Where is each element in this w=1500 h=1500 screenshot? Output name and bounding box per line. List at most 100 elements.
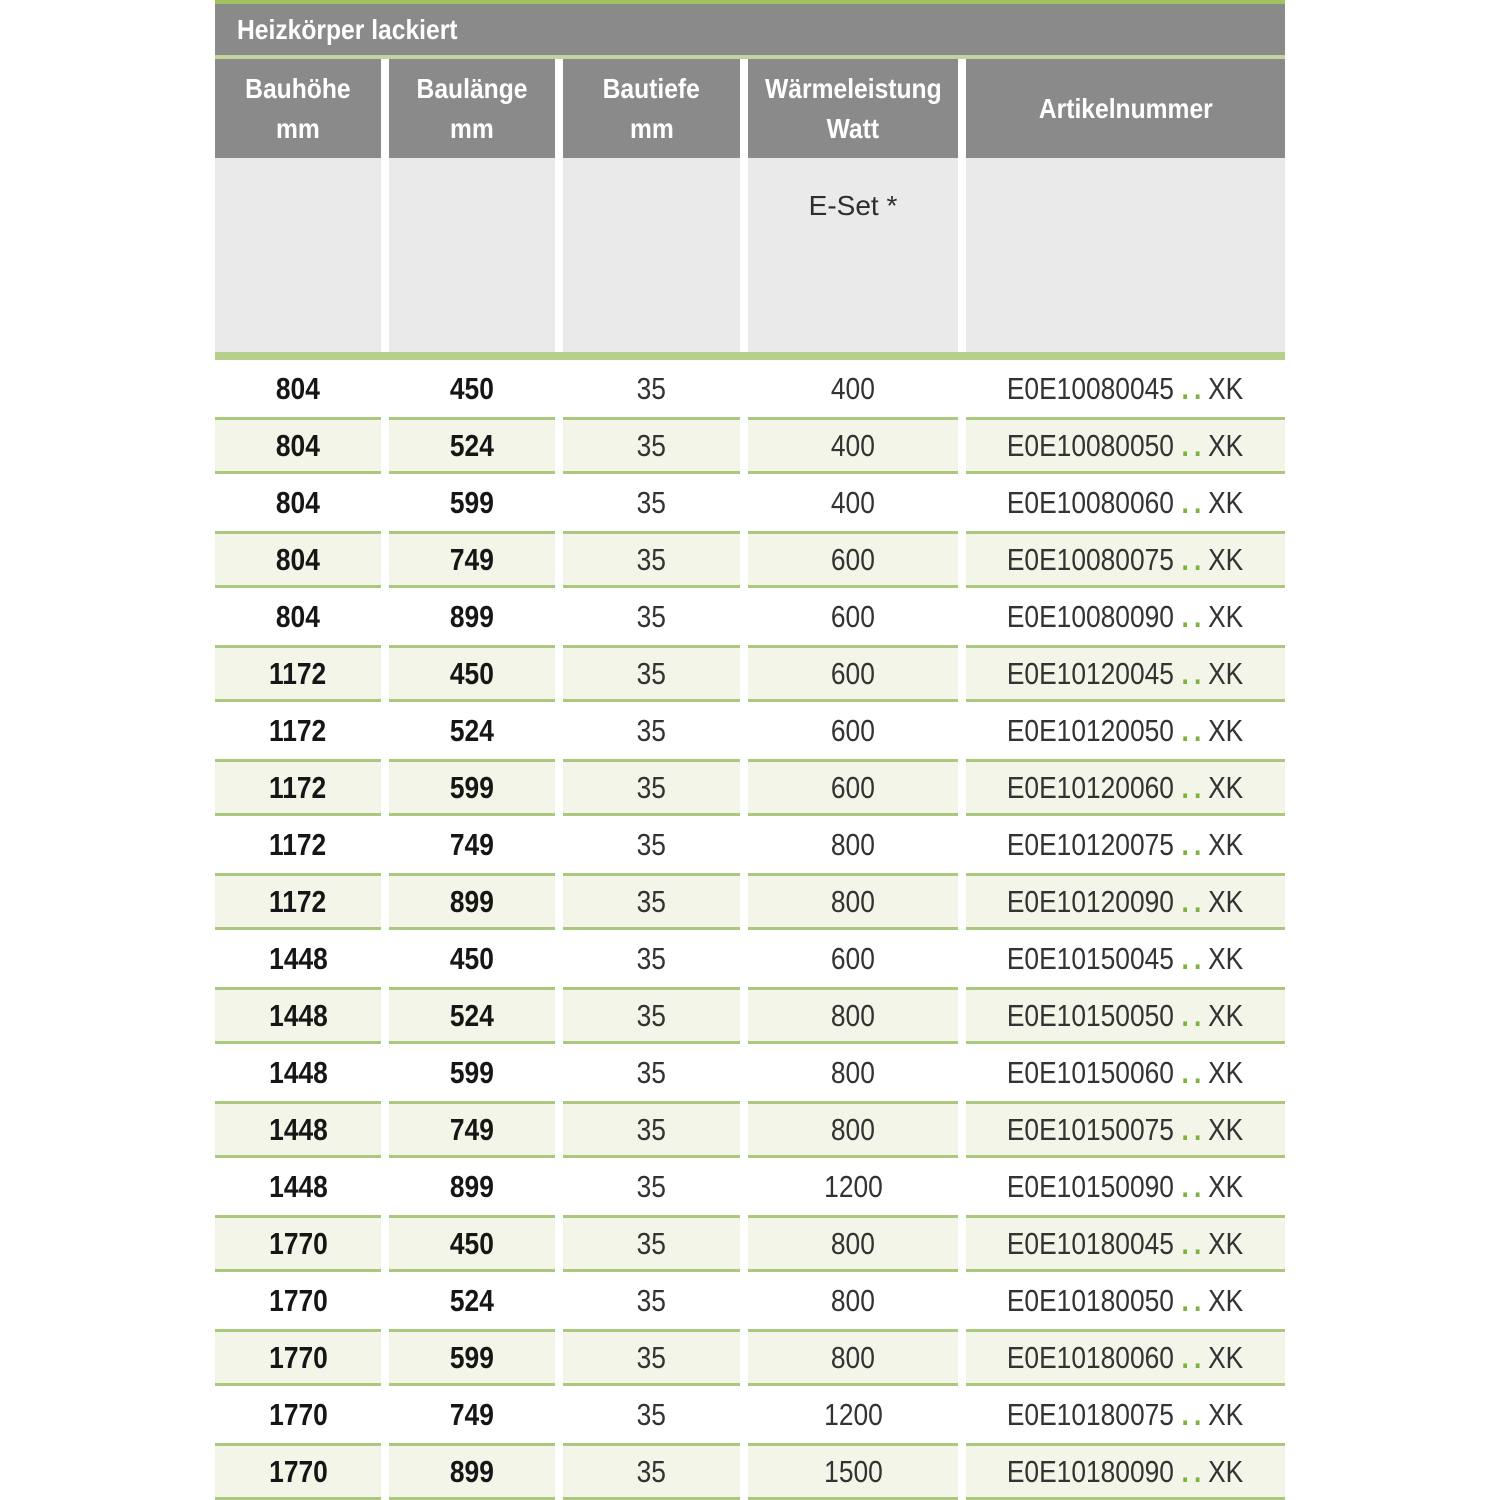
cell-bauhoehe: 1448 xyxy=(215,987,381,1044)
cell-artikelnummer: E0E10150050 ..XK xyxy=(966,987,1285,1044)
table-row: 1172 524 35 600 E0E10120050 ..XK xyxy=(215,702,1285,759)
cell-baulaenge: 899 xyxy=(389,1443,555,1500)
article-suffix: XK xyxy=(1208,712,1244,748)
article-placeholder-dots: .. xyxy=(1181,1054,1207,1090)
table-row: 804 524 35 400 E0E10080050 ..XK xyxy=(215,417,1285,474)
cell-artikelnummer: E0E10180060 ..XK xyxy=(966,1329,1285,1386)
subheader-cell-eset: E-Set * xyxy=(748,158,958,352)
cell-waermeleistung: 400 xyxy=(748,360,958,417)
cell-baulaenge: 524 xyxy=(389,417,555,474)
table-row: 1770 899 35 1500 E0E10180090 ..XK xyxy=(215,1443,1285,1500)
cell-baulaenge: 599 xyxy=(389,1329,555,1386)
cell-waermeleistung: 800 xyxy=(748,1044,958,1101)
cell-bauhoehe: 804 xyxy=(215,531,381,588)
cell-bauhoehe: 1770 xyxy=(215,1272,381,1329)
article-suffix: XK xyxy=(1208,541,1244,577)
cell-waermeleistung: 1200 xyxy=(748,1158,958,1215)
cell-baulaenge: 599 xyxy=(389,1044,555,1101)
cell-waermeleistung: 600 xyxy=(748,645,958,702)
article-number: E0E10080075 xyxy=(1007,541,1175,577)
cell-bautiefe: 35 xyxy=(563,873,740,930)
column-header-unit: mm xyxy=(450,112,494,144)
cell-bautiefe: 35 xyxy=(563,588,740,645)
article-suffix: XK xyxy=(1208,1453,1244,1489)
article-suffix: XK xyxy=(1208,1168,1244,1204)
column-header-unit: mm xyxy=(629,112,674,144)
article-number: E0E10120090 xyxy=(1007,883,1175,919)
article-suffix: XK xyxy=(1208,370,1244,406)
cell-artikelnummer: E0E10120075 ..XK xyxy=(966,816,1285,873)
column-header-baulaenge: Baulänge mm xyxy=(389,59,555,158)
article-number: E0E10080090 xyxy=(1007,598,1175,634)
cell-bauhoehe: 804 xyxy=(215,360,381,417)
product-table: Heizkörper lackiert Bauhöhe mm Baulänge … xyxy=(215,0,1285,1500)
cell-bauhoehe: 804 xyxy=(215,474,381,531)
article-number: E0E10120050 xyxy=(1007,712,1175,748)
cell-bautiefe: 35 xyxy=(563,1329,740,1386)
article-placeholder-dots: .. xyxy=(1181,883,1207,919)
cell-waermeleistung: 800 xyxy=(748,1329,958,1386)
article-placeholder-dots: .. xyxy=(1181,1111,1207,1147)
cell-waermeleistung: 800 xyxy=(748,1215,958,1272)
column-header-label: Bauhöhe xyxy=(245,72,351,104)
subheader-cell-baulaenge xyxy=(389,158,555,352)
column-header-label: Wärmeleistung xyxy=(764,72,942,104)
cell-waermeleistung: 800 xyxy=(748,1272,958,1329)
article-placeholder-dots: .. xyxy=(1181,1453,1207,1489)
cell-artikelnummer: E0E10180045 ..XK xyxy=(966,1215,1285,1272)
article-placeholder-dots: .. xyxy=(1181,598,1207,634)
table-row: 1770 450 35 800 E0E10180045 ..XK xyxy=(215,1215,1285,1272)
article-number: E0E10080060 xyxy=(1007,484,1175,520)
cell-bauhoehe: 1172 xyxy=(215,645,381,702)
cell-baulaenge: 899 xyxy=(389,588,555,645)
table-row: 804 599 35 400 E0E10080060 ..XK xyxy=(215,474,1285,531)
cell-bauhoehe: 1172 xyxy=(215,816,381,873)
cell-waermeleistung: 1200 xyxy=(748,1386,958,1443)
cell-bauhoehe: 1448 xyxy=(215,1101,381,1158)
cell-bautiefe: 35 xyxy=(563,987,740,1044)
cell-baulaenge: 450 xyxy=(389,1215,555,1272)
cell-bautiefe: 35 xyxy=(563,1443,740,1500)
cell-baulaenge: 450 xyxy=(389,360,555,417)
cell-bautiefe: 35 xyxy=(563,816,740,873)
article-suffix: XK xyxy=(1208,1225,1244,1261)
table-row: 1448 899 35 1200 E0E10150090 ..XK xyxy=(215,1158,1285,1215)
table-row: 1172 599 35 600 E0E10120060 ..XK xyxy=(215,759,1285,816)
subheader-cell-artikelnummer xyxy=(966,158,1285,352)
article-suffix: XK xyxy=(1208,427,1244,463)
cell-waermeleistung: 400 xyxy=(748,474,958,531)
cell-artikelnummer: E0E10120060 ..XK xyxy=(966,759,1285,816)
table-row: 1770 524 35 800 E0E10180050 ..XK xyxy=(215,1272,1285,1329)
cell-bautiefe: 35 xyxy=(563,1386,740,1443)
cell-waermeleistung: 800 xyxy=(748,987,958,1044)
cell-artikelnummer: E0E10080045 ..XK xyxy=(966,360,1285,417)
cell-bauhoehe: 1770 xyxy=(215,1386,381,1443)
article-suffix: XK xyxy=(1208,1282,1244,1318)
column-header-artikelnummer: Artikelnummer xyxy=(966,59,1285,158)
cell-bauhoehe: 1448 xyxy=(215,1158,381,1215)
table-title: Heizkörper lackiert xyxy=(237,13,458,45)
cell-artikelnummer: E0E10150075 ..XK xyxy=(966,1101,1285,1158)
article-number: E0E10180060 xyxy=(1007,1339,1175,1375)
cell-artikelnummer: E0E10150045 ..XK xyxy=(966,930,1285,987)
cell-waermeleistung: 600 xyxy=(748,531,958,588)
cell-bautiefe: 35 xyxy=(563,930,740,987)
cell-baulaenge: 524 xyxy=(389,987,555,1044)
article-number: E0E10120075 xyxy=(1007,826,1175,862)
cell-waermeleistung: 800 xyxy=(748,816,958,873)
table-row: 804 450 35 400 E0E10080045 ..XK xyxy=(215,360,1285,417)
article-suffix: XK xyxy=(1208,1111,1244,1147)
cell-bautiefe: 35 xyxy=(563,531,740,588)
cell-artikelnummer: E0E10180075 ..XK xyxy=(966,1386,1285,1443)
article-number: E0E10150050 xyxy=(1007,997,1175,1033)
table-row: 1448 749 35 800 E0E10150075 ..XK xyxy=(215,1101,1285,1158)
table-row: 1172 749 35 800 E0E10120075 ..XK xyxy=(215,816,1285,873)
cell-baulaenge: 524 xyxy=(389,702,555,759)
article-placeholder-dots: .. xyxy=(1181,1339,1207,1375)
cell-bautiefe: 35 xyxy=(563,702,740,759)
title-underline xyxy=(215,55,1285,59)
cell-artikelnummer: E0E10080075 ..XK xyxy=(966,531,1285,588)
article-placeholder-dots: .. xyxy=(1181,826,1207,862)
article-suffix: XK xyxy=(1208,826,1244,862)
cell-bautiefe: 35 xyxy=(563,759,740,816)
